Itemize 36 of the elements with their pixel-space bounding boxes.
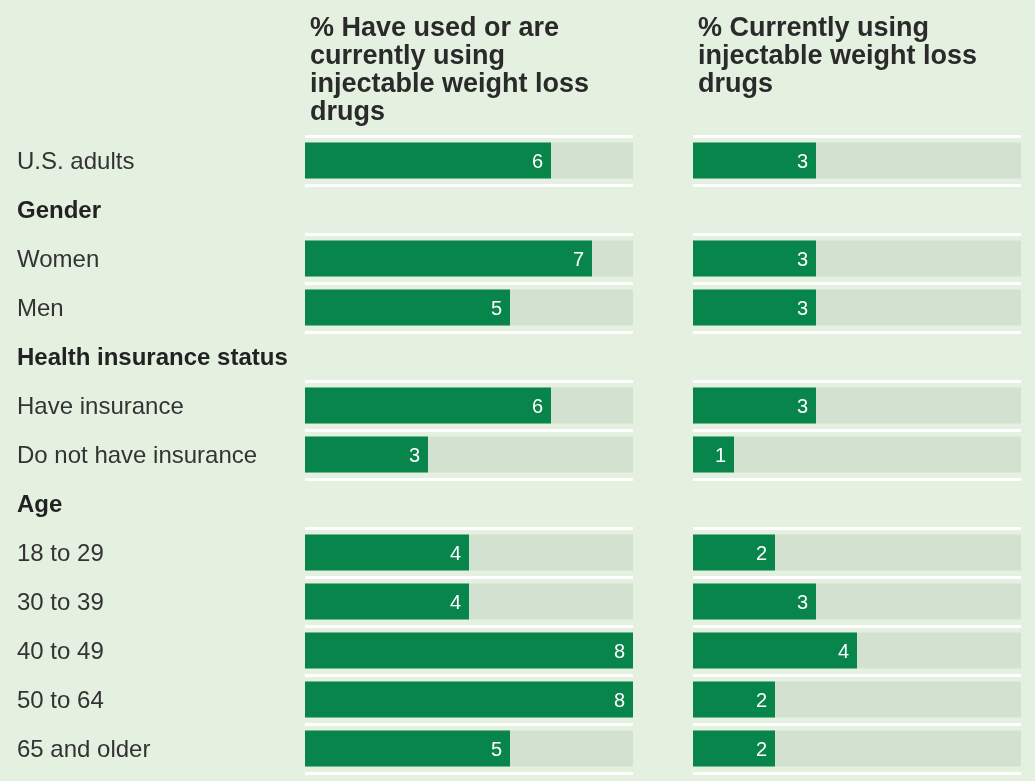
data-label: 1 [714, 443, 726, 466]
data-label: 4 [449, 541, 461, 564]
y-tick-label: Health insurance status [17, 343, 288, 370]
data-label: 3 [408, 443, 420, 466]
y-tick-label: 30 to 39 [17, 588, 104, 615]
y-tick-label: Women [17, 245, 100, 272]
data-label: 8 [613, 688, 625, 711]
y-tick-label: Men [17, 294, 64, 321]
data-label: 5 [490, 296, 502, 319]
bar [693, 436, 734, 473]
y-tick-label: Do not have insurance [17, 441, 258, 468]
data-label: 3 [796, 149, 808, 172]
data-label: 7 [572, 247, 584, 270]
data-label: 6 [531, 149, 543, 172]
data-label: 5 [490, 737, 502, 760]
chart-title: % Currently using injectable weight loss drugs [698, 12, 985, 98]
y-tick-label: U.S. adults [17, 147, 135, 174]
y-tick-label: 18 to 29 [17, 539, 104, 566]
data-label: 4 [449, 590, 461, 613]
data-label: 3 [796, 394, 808, 417]
data-label: 3 [796, 590, 808, 613]
y-tick-label: 65 and older [17, 735, 151, 762]
data-label: 3 [796, 296, 808, 319]
y-tick-label: 40 to 49 [17, 637, 104, 664]
y-tick-label: 50 to 64 [17, 686, 104, 713]
y-tick-label: Gender [17, 196, 102, 223]
y-tick-label: Have insurance [17, 392, 184, 419]
chart-title: % Have used or are currently using injectable weight loss drugs [310, 12, 597, 126]
data-label: 2 [755, 688, 767, 711]
data-label: 4 [837, 639, 849, 662]
data-label: 3 [796, 247, 808, 270]
data-label: 2 [755, 737, 767, 760]
data-label: 2 [755, 541, 767, 564]
y-tick-label: Age [17, 490, 63, 517]
data-label: 8 [613, 639, 625, 662]
data-label: 6 [531, 394, 543, 417]
